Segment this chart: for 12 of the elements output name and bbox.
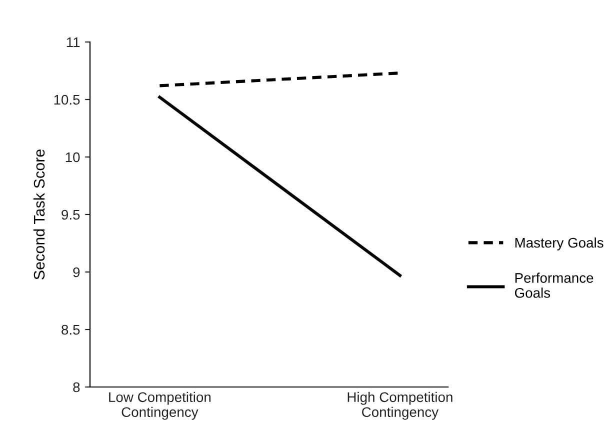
- legend-label: Mastery Goals: [515, 237, 604, 250]
- y-axis-title: Second Task Score: [33, 150, 45, 280]
- y-tick-label: 10: [66, 152, 80, 162]
- y-tick-label: 9: [73, 267, 80, 278]
- x-tick-label: High Competition Contingency: [348, 392, 452, 420]
- y-tick-label: 9.5: [62, 210, 80, 220]
- y-tick-label: 8.5: [62, 324, 80, 335]
- y-tick-label: 11: [66, 37, 80, 48]
- x-tick-label: Low Competition Contingency: [109, 392, 211, 420]
- legend-label: Performance Goals: [514, 272, 594, 298]
- y-tick-label: 10.5: [54, 94, 80, 105]
- y-tick-label: 8: [73, 382, 80, 392]
